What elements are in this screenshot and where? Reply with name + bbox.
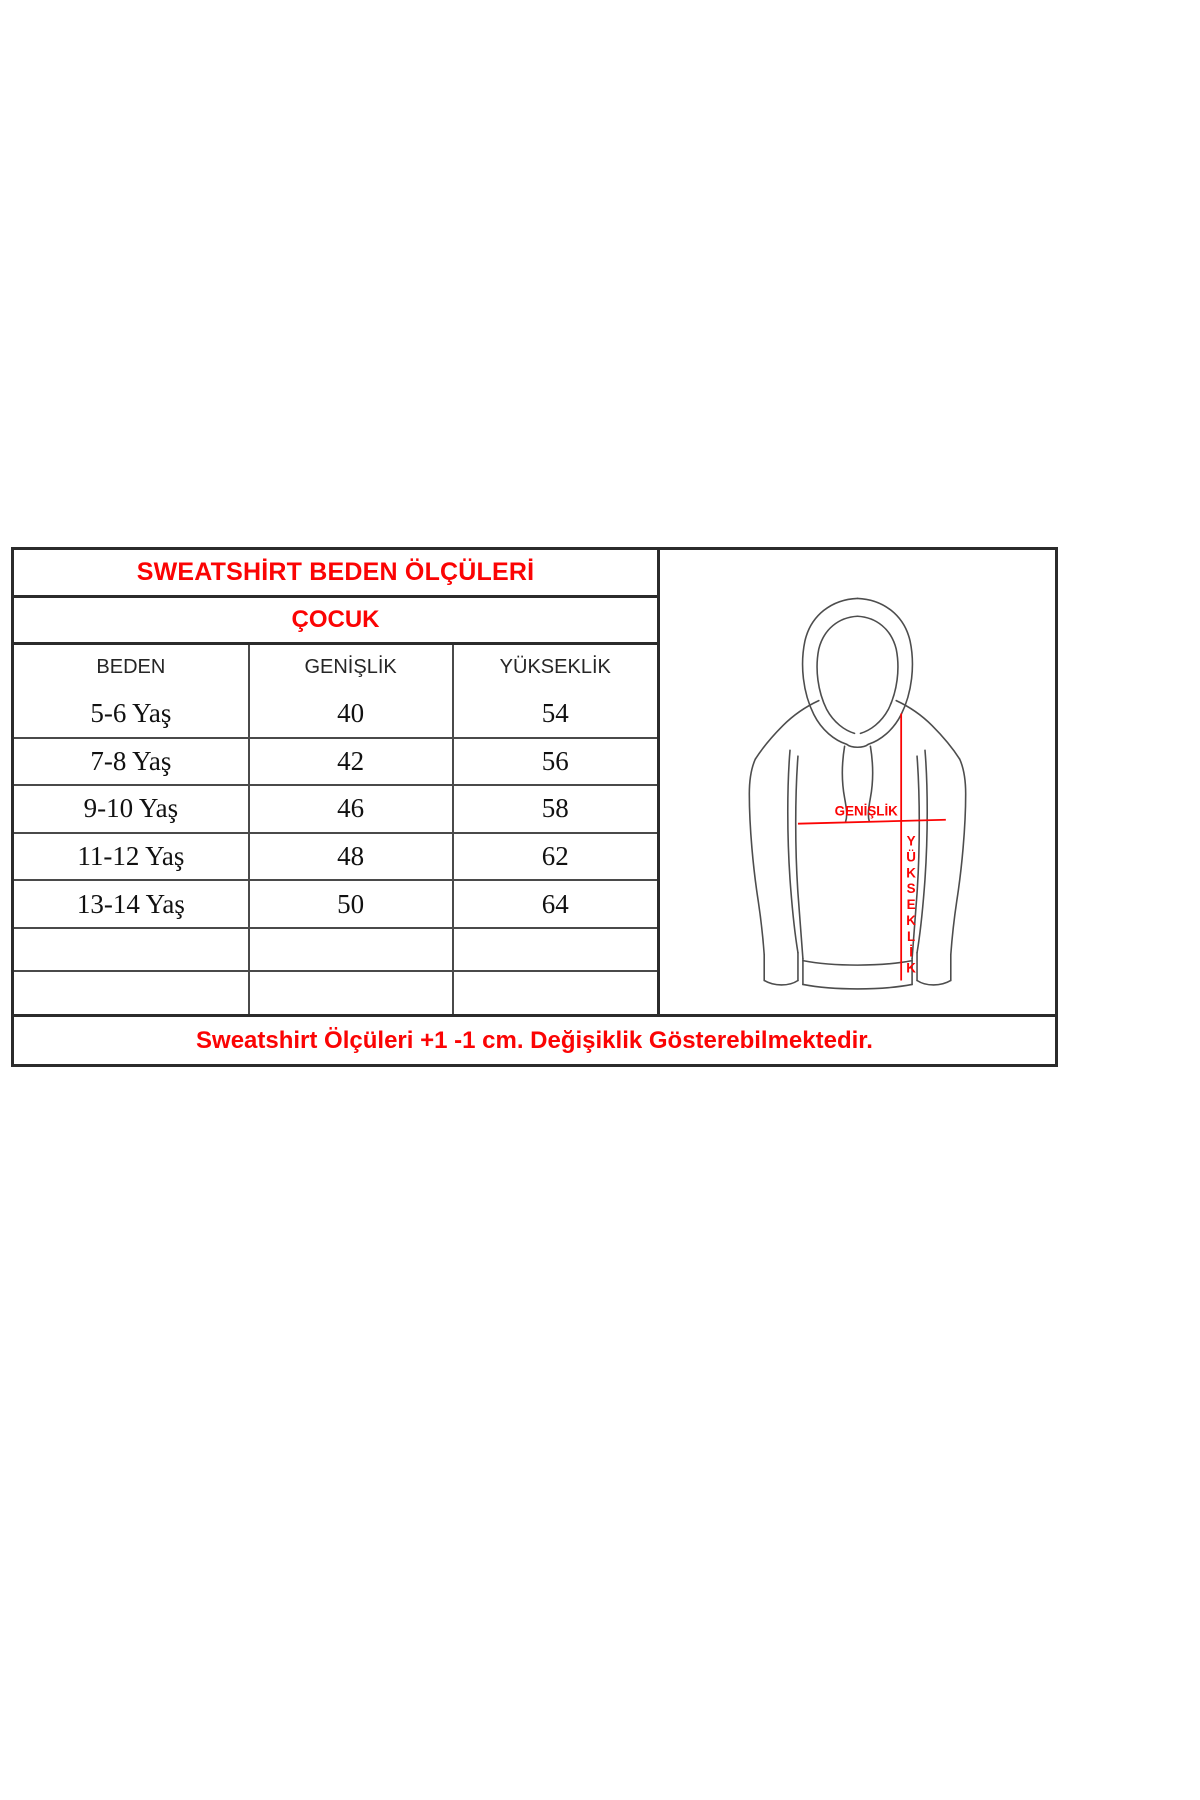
table-row: 5-6 Yaş 40 54 [14, 690, 657, 739]
height-label-letter: Ü [906, 849, 916, 864]
width-guide-line [797, 818, 946, 825]
table-row: 7-8 Yaş 42 56 [14, 736, 657, 787]
cell-yukseklik: 64 [452, 879, 657, 929]
height-label-letter: Y [907, 834, 916, 849]
height-label-letter: İ [909, 945, 913, 960]
cell-yukseklik [452, 969, 657, 1014]
hoodie-sketch: GENİŞLİK Y Ü K S E K L İ K [748, 597, 967, 990]
disclaimer-text: Sweatshirt Ölçüleri +1 -1 cm. Değişiklik… [196, 1026, 873, 1054]
cell-yukseklik: 62 [452, 831, 657, 882]
height-label-letter: E [907, 897, 916, 912]
cell-genislik: 40 [248, 690, 454, 739]
disclaimer-bar: Sweatshirt Ölçüleri +1 -1 cm. Değişiklik… [11, 1017, 1058, 1067]
height-label-letter: K [906, 961, 916, 976]
table-row-empty [14, 926, 657, 972]
cell-yukseklik: 58 [452, 784, 657, 834]
height-label-letter: S [907, 881, 916, 896]
width-label: GENİŞLİK [835, 804, 899, 819]
cell-beden: 11-12 Yaş [14, 831, 250, 882]
table-row-empty [14, 969, 657, 1014]
table-row: 13-14 Yaş 50 64 [14, 879, 657, 929]
chart-subtitle-row: ÇOCUK [14, 598, 657, 645]
cell-genislik: 42 [248, 736, 454, 787]
column-header-genislik: GENİŞLİK [248, 645, 454, 690]
cell-beden: 5-6 Yaş [14, 690, 250, 739]
measurement-guides [797, 713, 946, 981]
cell-genislik: 50 [248, 879, 454, 929]
cell-yukseklik: 54 [452, 690, 657, 739]
cell-yukseklik [452, 926, 657, 972]
size-table-pane: SWEATSHİRT BEDEN ÖLÇÜLERİ ÇOCUK BEDEN GE… [14, 550, 660, 1014]
column-header-yukseklik: YÜKSEKLİK [499, 656, 611, 678]
cell-genislik [248, 926, 454, 972]
height-label-letter: L [907, 929, 915, 944]
cell-genislik: 46 [248, 784, 454, 834]
table-row: 9-10 Yaş 46 58 [14, 784, 657, 834]
height-label: Y Ü K S E K L İ K [906, 834, 916, 976]
measurements-table: BEDEN GENİŞLİK YÜKSEKLİK 5-6 Yaş 40 54 7… [14, 645, 657, 1014]
chart-subtitle: ÇOCUK [291, 606, 380, 633]
cell-beden: 9-10 Yaş [14, 784, 250, 834]
chart-title: SWEATSHİRT BEDEN ÖLÇÜLERİ [136, 558, 535, 586]
size-chart: SWEATSHİRT BEDEN ÖLÇÜLERİ ÇOCUK BEDEN GE… [11, 547, 1058, 1017]
cell-beden: 7-8 Yaş [14, 736, 250, 787]
hoodie-outline-icon [748, 597, 967, 990]
chart-title-row: SWEATSHİRT BEDEN ÖLÇÜLERİ [14, 550, 657, 598]
height-label-letter: K [906, 865, 916, 880]
hoodie-illustration-pane: GENİŞLİK Y Ü K S E K L İ K [660, 550, 1055, 1014]
cell-genislik [248, 969, 454, 1014]
cell-beden [14, 969, 250, 1014]
cell-yukseklik: 56 [452, 736, 657, 787]
cell-beden: 13-14 Yaş [14, 879, 250, 929]
column-header-beden: BEDEN [14, 645, 250, 690]
cell-beden [14, 926, 250, 972]
cell-genislik: 48 [248, 831, 454, 882]
table-row: 11-12 Yaş 48 62 [14, 831, 657, 882]
height-label-letter: K [906, 913, 916, 928]
table-header-row: BEDEN GENİŞLİK YÜKSEKLİK [14, 645, 657, 690]
